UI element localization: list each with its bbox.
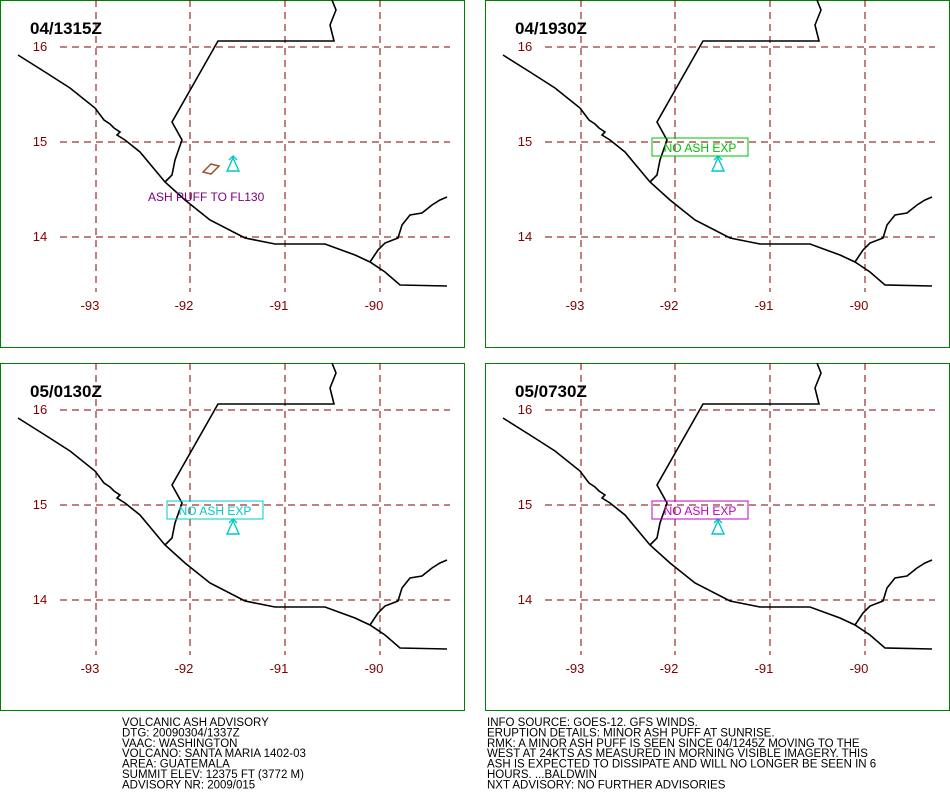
advisory-line: VOLCANIC ASH ADVISORY <box>122 717 269 729</box>
annotation: NO ASH EXP <box>179 504 252 518</box>
longitude-label: -92 <box>660 661 679 676</box>
valid-time: 05/0130Z <box>30 382 102 401</box>
panel-frame <box>0 0 465 348</box>
advisory-line: AREA: GUATEMALA <box>122 759 230 771</box>
valid-time: 04/1315Z <box>30 19 102 38</box>
advisory-line: ADVISORY NR: 2009/015 <box>122 779 255 791</box>
volcano-symbol <box>225 155 241 172</box>
latitude-label: 15 <box>33 497 47 512</box>
coastline <box>502 54 933 287</box>
map-panel: 16 15 14 -93 -92 -91 -90 04/1930Z NO ASH EXP <box>485 0 950 348</box>
valid-time: 05/0730Z <box>515 382 587 401</box>
longitude-label: -90 <box>850 298 869 313</box>
panel-frame <box>0 363 465 711</box>
border <box>649 0 822 183</box>
annotation-box <box>651 137 749 157</box>
advisory-line: DTG: 20090304/1337Z <box>122 727 240 739</box>
map-panel: 16 15 14 -93 -92 -91 -90 05/0130Z NO ASH EXP <box>0 362 465 711</box>
latitude-label: 16 <box>518 39 532 54</box>
latitude-label: 15 <box>518 134 532 149</box>
advisory-line: VAAC: WASHINGTON <box>122 738 237 750</box>
coastline <box>369 559 448 626</box>
border <box>164 362 337 546</box>
latitude-label: 14 <box>518 592 532 607</box>
ash-area <box>201 163 221 175</box>
info-line: INFO SOURCE: GOES-12. GFS WINDS. <box>487 717 698 729</box>
latitude-label: 14 <box>33 229 47 244</box>
coastline <box>854 559 933 626</box>
coastline <box>17 54 448 287</box>
info-line: NXT ADVISORY: NO FURTHER ADVISORIES <box>487 779 726 791</box>
latitude-label: 16 <box>33 39 47 54</box>
annotation: NO ASH EXP <box>664 504 737 518</box>
latitude-label: 15 <box>33 134 47 149</box>
longitude-label: -91 <box>755 298 774 313</box>
longitude-label: -91 <box>270 298 289 313</box>
longitude-label: -90 <box>365 661 384 676</box>
coastline <box>854 196 933 263</box>
longitude-label: -92 <box>175 298 194 313</box>
info-line: WEST AT 24KTS AS MEASURED IN MORNING VIS… <box>487 748 868 760</box>
longitude-label: -90 <box>850 661 869 676</box>
annotation-box <box>166 500 264 520</box>
coastline <box>369 196 448 263</box>
latitude-label: 16 <box>518 402 532 417</box>
info-line: HOURS. ...BALDWIN <box>487 769 597 781</box>
border <box>649 362 822 546</box>
advisory-line: SUMMIT ELEV: 12375 FT (3772 M) <box>122 769 304 781</box>
latitude-label: 14 <box>33 592 47 607</box>
longitude-label: -90 <box>365 298 384 313</box>
longitude-label: -93 <box>566 661 585 676</box>
valid-time: 04/1930Z <box>515 19 587 38</box>
info-line: ASH IS EXPECTED TO DISSIPATE AND WILL NO… <box>487 759 876 771</box>
longitude-label: -93 <box>81 298 100 313</box>
info-line: RMK: A MINOR ASH PUFF IS SEEN SINCE 04/1… <box>487 738 860 750</box>
latitude-label: 14 <box>518 229 532 244</box>
latitude-label: 15 <box>518 497 532 512</box>
advisory-line: VOLCANO: SANTA MARIA 1402-03 <box>122 748 306 760</box>
info-line: ERUPTION DETAILS: MINOR ASH PUFF AT SUNR… <box>487 727 775 739</box>
longitude-label: -92 <box>660 298 679 313</box>
longitude-label: -93 <box>566 298 585 313</box>
longitude-label: -91 <box>755 661 774 676</box>
coastline <box>17 417 448 650</box>
annotation: NO ASH EXP <box>664 141 737 155</box>
annotation-box <box>651 500 749 520</box>
coastline <box>502 417 933 650</box>
longitude-label: -92 <box>175 661 194 676</box>
longitude-label: -93 <box>81 661 100 676</box>
map-panel: 16 15 14 -93 -92 -91 -90 05/0730Z NO ASH EXP <box>485 362 950 711</box>
border <box>164 0 337 183</box>
annotation: ASH PUFF TO FL130 <box>148 190 265 204</box>
longitude-label: -91 <box>270 661 289 676</box>
map-panel: 16 15 14 -93 -92 -91 -90 04/1315Z ASH PUFF TO FL… <box>0 0 465 348</box>
latitude-label: 16 <box>33 402 47 417</box>
